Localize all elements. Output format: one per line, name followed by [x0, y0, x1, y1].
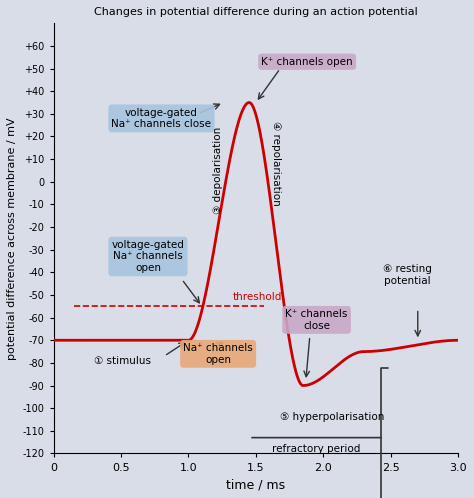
Text: ⑥ resting
potential: ⑥ resting potential — [383, 264, 431, 286]
Text: voltage-gated
Na⁺ channels
open: voltage-gated Na⁺ channels open — [111, 240, 184, 273]
Text: ⑤ hyperpolarisation: ⑤ hyperpolarisation — [280, 412, 384, 422]
Text: Na⁺ channels
open: Na⁺ channels open — [183, 343, 253, 365]
Text: ③ depolarisation: ③ depolarisation — [213, 127, 223, 214]
Y-axis label: potential difference across membrane / mV: potential difference across membrane / m… — [7, 117, 17, 360]
Text: threshold: threshold — [233, 292, 283, 302]
Text: refractory period: refractory period — [273, 444, 361, 454]
Text: K⁺ channels
close: K⁺ channels close — [285, 309, 348, 331]
Text: ④ repolarisation: ④ repolarisation — [271, 122, 281, 206]
Title: Changes in potential difference during an action potential: Changes in potential difference during a… — [94, 7, 418, 17]
Text: voltage-gated
Na⁺ channels close: voltage-gated Na⁺ channels close — [111, 108, 211, 129]
Text: ① stimulus: ① stimulus — [94, 356, 151, 366]
X-axis label: time / ms: time / ms — [226, 478, 285, 491]
Text: K⁺ channels open: K⁺ channels open — [261, 57, 353, 67]
